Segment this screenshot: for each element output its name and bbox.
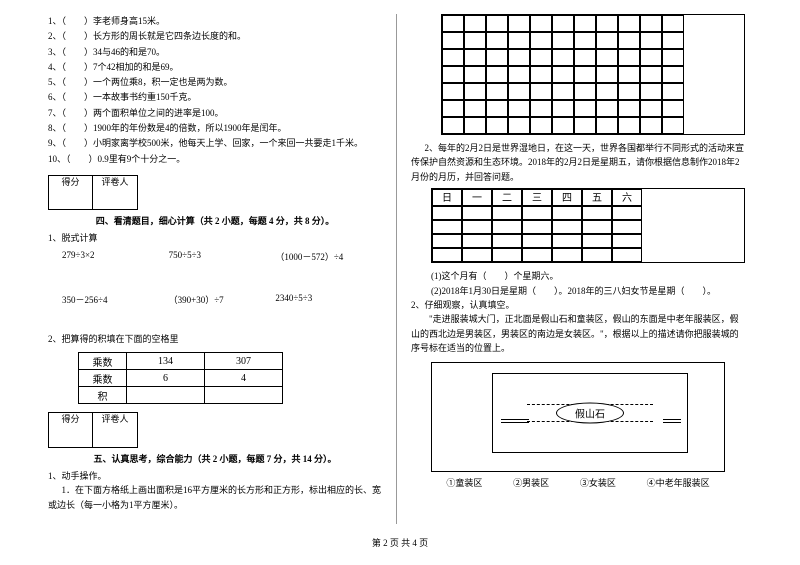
legend-item: ③女装区 xyxy=(580,476,616,489)
calc-item: 750÷5÷3 xyxy=(169,250,276,263)
legend-item: ②男装区 xyxy=(513,476,549,489)
question-5-3-text: "走进服装城大门，正北面是假山石和童装区，假山的东面是中老年服装区，假山的西北边… xyxy=(411,312,745,355)
tf-item: 9、（ ）小明家离学校500米，他每天上学、回家，一个来回一共要走1千米。 xyxy=(48,136,382,151)
legend-item: ④中老年服装区 xyxy=(647,476,710,489)
left-column: 1、（ ）李老师身高15米。 2、（ ）长方形的周长就是它四条边长度的和。 3、… xyxy=(48,14,396,534)
tf-item: 3、（ ）34与46的和是70。 xyxy=(48,45,382,60)
calendar-header: 四 xyxy=(552,189,582,206)
calc-item: （1000－572）÷4 xyxy=(275,250,382,263)
calendar-grid: 日一二三四五六 xyxy=(431,188,745,263)
tf-item: 10、（ ）0.9里有9个十分之一。 xyxy=(48,152,382,167)
tf-item: 6、（ ）一本故事书约重150千克。 xyxy=(48,90,382,105)
calc-item: 2340÷5÷3 xyxy=(275,293,382,306)
row-label: 乘数 xyxy=(79,370,127,387)
section-4-title: 四、看清题目，细心计算（共 2 小题，每题 4 分，共 8 分）。 xyxy=(48,214,382,227)
product-table: 乘数134307 乘数64 积 xyxy=(78,352,283,404)
section-5-title: 五、认真思考，综合能力（共 2 小题，每题 7 分，共 14 分）。 xyxy=(48,452,382,465)
calc-item: 350－256÷4 xyxy=(62,293,169,306)
question-4-1: 1、脱式计算 xyxy=(48,231,382,245)
calendar-header: 日 xyxy=(432,189,462,206)
tf-item: 8、（ ）1900年的年份数是4的倍数，所以1900年是闰年。 xyxy=(48,121,382,136)
score-table: 得分 评卷人 xyxy=(48,175,138,211)
tf-item: 7、（ ）两个面积单位之间的进率是100。 xyxy=(48,106,382,121)
calendar-header: 二 xyxy=(492,189,522,206)
question-5-2: 2、每年的2月2日是世界湿地日，在这一天，世界各国都举行不同形式的活动来宣传保护… xyxy=(411,141,745,184)
calendar-header: 六 xyxy=(612,189,642,206)
grader-label: 评卷人 xyxy=(93,176,137,190)
store-map: 假山石 xyxy=(431,362,725,472)
calendar-header: 三 xyxy=(522,189,552,206)
score-label: 得分 xyxy=(49,413,92,427)
right-column: 2、每年的2月2日是世界湿地日，在这一天，世界各国都举行不同形式的活动来宣传保护… xyxy=(397,14,745,534)
tf-item: 2、（ ）长方形的周长就是它四条边长度的和。 xyxy=(48,29,382,44)
map-inner: 假山石 xyxy=(492,373,688,453)
question-5-3: 2、仔细观察，认真填空。 xyxy=(411,298,745,312)
row-label: 乘数 xyxy=(79,353,127,370)
row-label: 积 xyxy=(79,387,127,404)
answer-grid xyxy=(441,14,745,135)
table-cell: 6 xyxy=(127,370,205,387)
tf-item: 5、（ ）一个两位乘8，积一定也是两为数。 xyxy=(48,75,382,90)
question-5-2-2: (2)2018年1月30日是星期（ ）。2018年的三八妇女节是星期（ ）。 xyxy=(431,284,745,298)
map-legend: ①童装区 ②男装区 ③女装区 ④中老年服装区 xyxy=(431,476,725,489)
score-table: 得分 评卷人 xyxy=(48,412,138,448)
calendar-header: 五 xyxy=(582,189,612,206)
true-false-list: 1、（ ）李老师身高15米。 2、（ ）长方形的周长就是它四条边长度的和。 3、… xyxy=(48,14,382,167)
rock-label: 假山石 xyxy=(556,402,624,423)
calc-row: 279÷3×2 750÷5÷3 （1000－572）÷4 xyxy=(62,250,382,263)
legend-item: ①童装区 xyxy=(446,476,482,489)
calc-item: 279÷3×2 xyxy=(62,250,169,263)
calc-item: （390+30）÷7 xyxy=(169,293,276,306)
grader-label: 评卷人 xyxy=(93,413,137,427)
tf-item: 1、（ ）李老师身高15米。 xyxy=(48,14,382,29)
question-4-2: 2、把算得的积填在下面的空格里 xyxy=(48,332,382,346)
question-5-1-text: 1．在下面方格纸上画出面积是16平方厘米的长方形和正方形，标出相应的长、宽或边长… xyxy=(48,483,382,512)
table-cell: 4 xyxy=(205,370,283,387)
table-cell xyxy=(205,387,283,404)
question-5-2-1: (1)这个月有（ ）个星期六。 xyxy=(431,269,745,283)
table-cell xyxy=(127,387,205,404)
table-cell: 134 xyxy=(127,353,205,370)
page-footer: 第 2 页 共 4 页 xyxy=(48,536,752,549)
calendar-header: 一 xyxy=(462,189,492,206)
tf-item: 4、（ ）7个42相加的和是69。 xyxy=(48,60,382,75)
question-5-1: 1、动手操作。 xyxy=(48,469,382,483)
calc-row: 350－256÷4 （390+30）÷7 2340÷5÷3 xyxy=(62,293,382,306)
score-label: 得分 xyxy=(49,176,92,190)
table-cell: 307 xyxy=(205,353,283,370)
